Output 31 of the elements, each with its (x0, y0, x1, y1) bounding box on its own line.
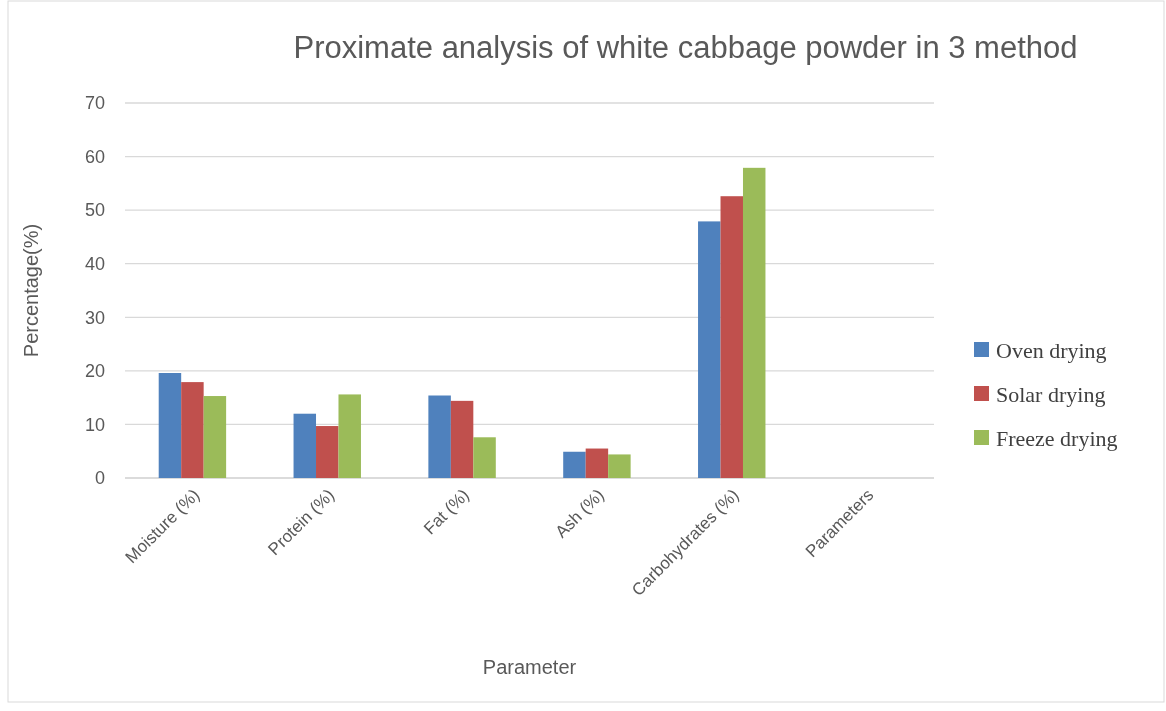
bar (158, 373, 182, 478)
bar (428, 395, 451, 478)
y-tick-label: 30 (84, 307, 105, 328)
y-tick-label: 40 (84, 254, 105, 275)
y-tick-label: 70 (84, 93, 105, 114)
bar (450, 400, 474, 478)
bar (181, 382, 204, 478)
y-tick-label: 0 (94, 468, 105, 489)
y-tick-label: 50 (84, 200, 105, 221)
legend-label: Oven drying (996, 337, 1107, 363)
y-tick-label: 10 (84, 414, 105, 435)
x-axis-title: Parameter (482, 656, 577, 678)
y-tick-label: 60 (84, 146, 105, 167)
bar (742, 167, 766, 478)
bar (698, 221, 721, 478)
x-tick-label: Ash (%) (551, 485, 608, 542)
bar (316, 426, 339, 478)
legend-label: Solar drying (996, 381, 1106, 407)
bar (608, 454, 631, 478)
bar (338, 394, 361, 478)
chart-title: Proximate analysis of white cabbage powder in 3 method (293, 30, 1078, 65)
bar (203, 396, 227, 478)
bar (293, 413, 317, 478)
y-axis-title: Percentage(%) (20, 223, 42, 358)
bar (585, 448, 609, 478)
bar (473, 437, 496, 478)
legend-label: Freeze drying (996, 425, 1118, 451)
y-tick-label: 20 (84, 361, 105, 382)
bar (563, 451, 586, 478)
x-tick-label: Fat (%) (420, 485, 473, 539)
bar (720, 196, 743, 478)
